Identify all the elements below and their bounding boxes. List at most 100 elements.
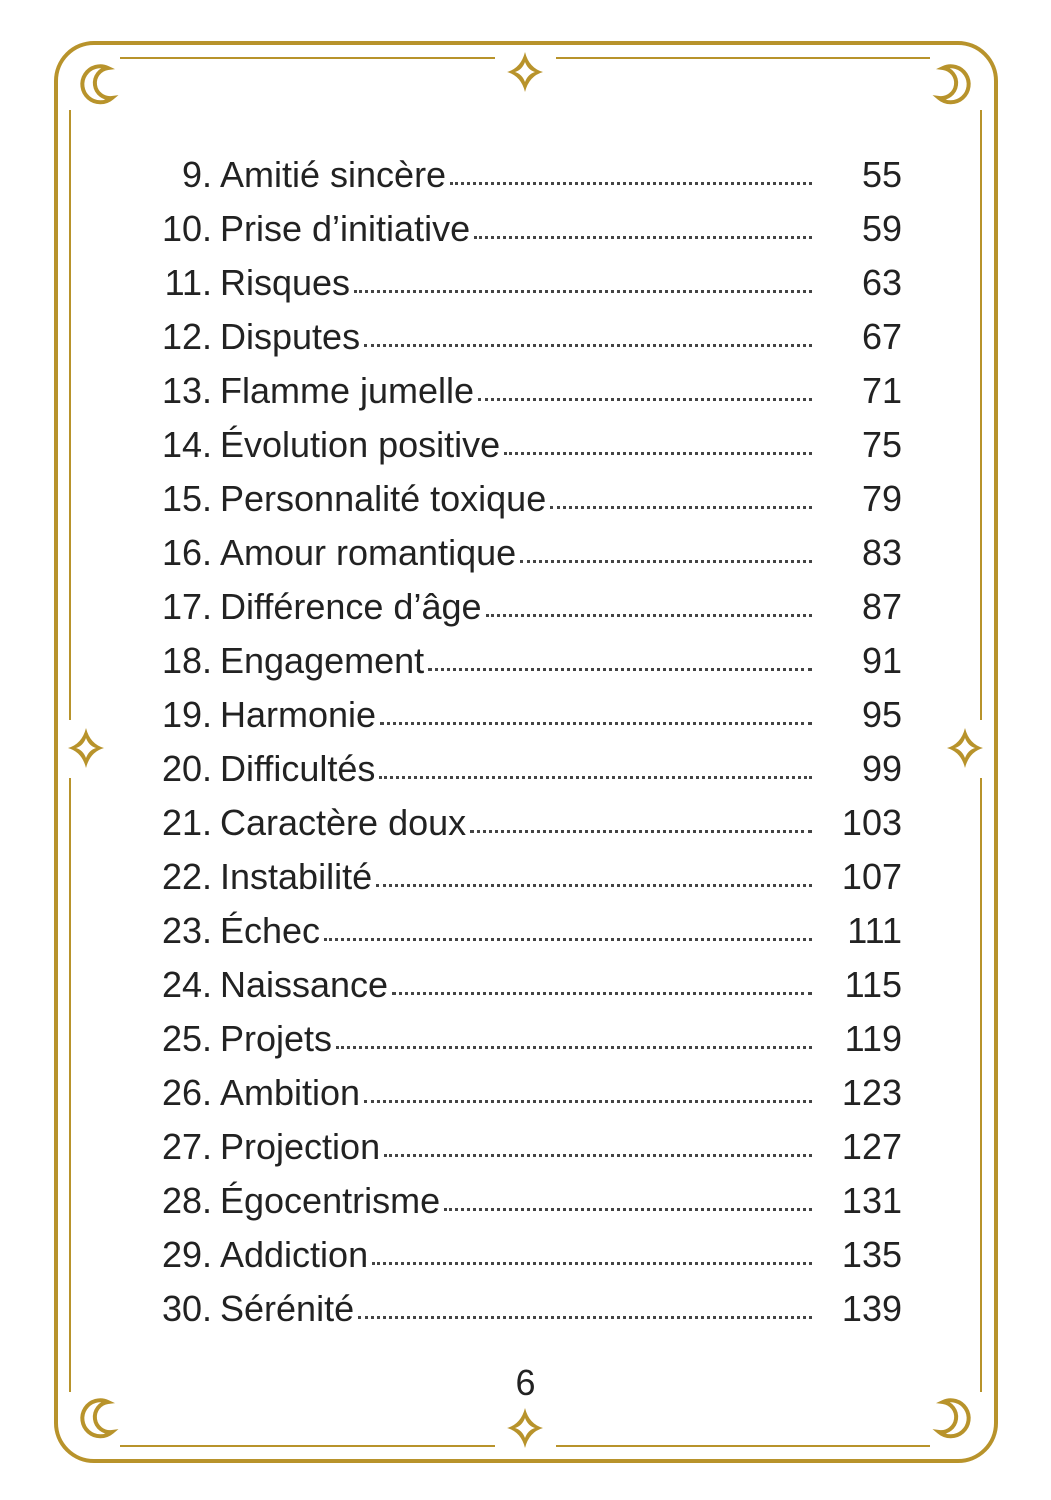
entry-number: 11. — [164, 262, 212, 303]
entry-number: 9. — [181, 154, 212, 195]
entry-title: Égocentrisme — [220, 1180, 441, 1221]
entry-number: 19. — [161, 694, 212, 735]
entry-title: Naissance — [220, 964, 389, 1005]
dot-leader — [364, 344, 812, 347]
dot-leader — [380, 722, 812, 725]
entry-number: 16. — [161, 532, 212, 573]
stars — [68, 52, 983, 1448]
entry-number: 23. — [161, 910, 212, 951]
toc-entry: 30. Sérénité 139 — [140, 1284, 902, 1334]
entry-title: Instabilité — [220, 856, 373, 897]
entry-number: 29. — [161, 1234, 212, 1275]
dot-leader — [478, 398, 812, 401]
entry-title: Disputes — [220, 316, 361, 357]
entry-page: 87 — [861, 586, 902, 627]
entry-number: 25. — [161, 1018, 212, 1059]
toc-entry: 19. Harmonie 95 — [140, 690, 902, 740]
dot-leader — [485, 614, 812, 617]
entry-page: 67 — [861, 316, 902, 357]
entry-title: Prise d’initiative — [220, 208, 471, 249]
entry-title: Risques — [220, 262, 351, 303]
entry-page: 63 — [861, 262, 902, 303]
toc-entry: 15. Personnalité toxique 79 — [140, 474, 902, 524]
dot-leader — [376, 884, 812, 887]
dot-leader — [428, 668, 812, 671]
toc-entry: 17. Différence d’âge 87 — [140, 582, 902, 632]
toc-entry: 28. Égocentrisme 131 — [140, 1176, 902, 1226]
toc-entry: 9. Amitié sincère 55 — [140, 150, 902, 200]
toc-entry: 10. Prise d’initiative 59 — [140, 204, 902, 254]
toc-entry: 21. Caractère doux 103 — [140, 798, 902, 848]
entry-title: Flamme jumelle — [220, 370, 475, 411]
entry-page: 83 — [861, 532, 902, 573]
entry-number: 27. — [161, 1126, 212, 1167]
entry-number: 17. — [161, 586, 212, 627]
toc-entry: 16. Amour romantique 83 — [140, 528, 902, 578]
dot-leader — [354, 290, 812, 293]
entry-number: 18. — [161, 640, 212, 681]
dot-leader — [474, 236, 812, 239]
entry-title: Amour romantique — [220, 532, 517, 573]
dot-leader — [550, 506, 812, 509]
dot-leader — [392, 992, 812, 995]
toc-entry: 13. Flamme jumelle 71 — [140, 366, 902, 416]
dot-leader — [504, 452, 812, 455]
entry-number: 26. — [161, 1072, 212, 1113]
dot-leader — [372, 1262, 812, 1265]
entry-title: Engagement — [220, 640, 425, 681]
entry-title: Ambition — [220, 1072, 361, 1113]
entry-page: 103 — [841, 802, 902, 843]
entry-title: Différence d’âge — [220, 586, 482, 627]
entry-title: Caractère doux — [220, 802, 467, 843]
entry-number: 28. — [161, 1180, 212, 1221]
dot-leader — [358, 1316, 812, 1319]
entry-title: Difficultés — [220, 748, 376, 789]
toc-entry: 24. Naissance 115 — [140, 960, 902, 1010]
entry-page: 59 — [861, 208, 902, 249]
entry-page: 55 — [861, 154, 902, 195]
toc-entry: 12. Disputes 67 — [140, 312, 902, 362]
entry-number: 30. — [161, 1288, 212, 1329]
entry-title: Addiction — [220, 1234, 369, 1275]
entry-number: 24. — [161, 964, 212, 1005]
entry-title: Projets — [220, 1018, 333, 1059]
toc-entry: 26. Ambition 123 — [140, 1068, 902, 1118]
entry-number: 14. — [161, 424, 212, 465]
entry-title: Personnalité toxique — [220, 478, 547, 519]
toc-entry: 20. Difficultés 99 — [140, 744, 902, 794]
entry-page: 131 — [841, 1180, 902, 1221]
entry-page: 79 — [861, 478, 902, 519]
entry-page: 139 — [841, 1288, 902, 1329]
toc-entry: 23. Échec 111 — [140, 906, 902, 956]
entry-number: 22. — [161, 856, 212, 897]
toc-entry: 11. Risques 63 — [140, 258, 902, 308]
entry-page: 111 — [847, 910, 902, 951]
dot-leader — [520, 560, 812, 563]
entry-page: 119 — [844, 1018, 902, 1059]
dot-leader — [324, 938, 812, 941]
entry-number: 13. — [161, 370, 212, 411]
toc-entry: 22. Instabilité 107 — [140, 852, 902, 902]
dot-leader — [450, 182, 812, 185]
dot-leader — [336, 1046, 812, 1049]
entry-title: Échec — [220, 910, 321, 951]
entry-page: 123 — [841, 1072, 902, 1113]
entry-page: 71 — [861, 370, 902, 411]
entry-title: Sérénité — [220, 1288, 355, 1329]
toc-entry: 25. Projets 119 — [140, 1014, 902, 1064]
entry-page: 127 — [841, 1126, 902, 1167]
entry-title: Amitié sincère — [220, 154, 447, 195]
entry-title: Projection — [220, 1126, 381, 1167]
entry-page: 135 — [841, 1234, 902, 1275]
dot-leader — [470, 830, 812, 833]
entry-number: 12. — [161, 316, 212, 357]
entry-page: 115 — [844, 964, 902, 1005]
moons — [80, 64, 971, 1439]
entry-number: 15. — [161, 478, 212, 519]
entry-title: Harmonie — [220, 694, 377, 735]
dot-leader — [379, 776, 812, 779]
entry-page: 99 — [861, 748, 902, 789]
toc-entry: 18. Engagement 91 — [140, 636, 902, 686]
